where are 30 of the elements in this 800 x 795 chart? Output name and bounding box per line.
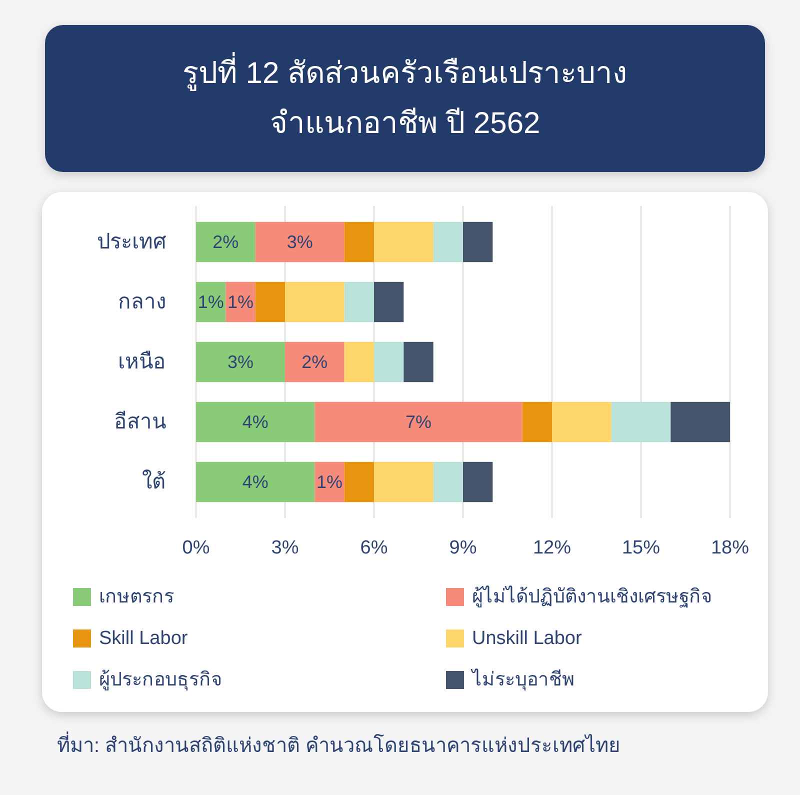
x-tick-label: 12% [532,538,572,558]
x-tick-label: 9% [449,538,477,558]
data-label: 1% [316,472,342,492]
data-label: 2% [302,352,328,372]
data-label: 1% [198,292,224,312]
legend-label: ผู้ประกอบธุรกิจ [99,670,222,690]
data-label: 4% [242,472,268,492]
y-tick-label: เหนือ [118,350,166,374]
x-tick-label: 18% [710,538,750,558]
data-label: 2% [212,232,239,252]
legend-label: Skill Labor [99,628,188,649]
data-label: 1% [228,292,254,312]
data-label: 3% [286,232,313,252]
title: รูปที่ 12 สัดส่วนครัวเรือนเปราะบาง [182,48,628,98]
legend-label: ผู้ไม่ได้ปฏิบัติงานเชิงเศรษฐกิจ [472,586,712,608]
legend-label: เกษตรกร [99,586,174,608]
data-label: 4% [242,412,268,432]
data-label: 7% [406,412,432,432]
x-tick-label: 6% [360,538,388,558]
title: จำแนกอาชีพ ปี 2562 [270,106,540,142]
y-tick-label: กลาง [118,290,166,314]
x-tick-label: 15% [622,538,660,558]
legend-label: Unskill Labor [472,628,582,649]
y-tick-label: ประเทศ [97,230,166,254]
x-tick-label: 3% [271,538,299,558]
legend-label: ไม่ระบุอาชีพ [472,670,575,690]
x-tick-label: 0% [182,538,210,558]
y-tick-label: ใต้ [142,470,166,494]
y-tick-label: อีสาน [114,410,166,434]
data-label: 3% [228,352,254,372]
